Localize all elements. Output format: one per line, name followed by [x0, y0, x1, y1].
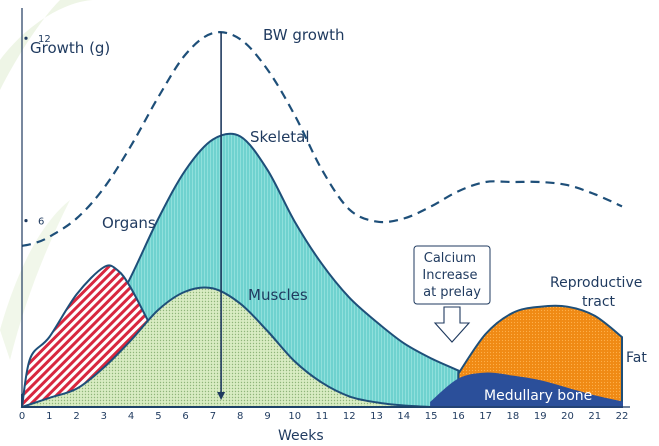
calcium-callout-line-1: Calcium	[424, 251, 476, 266]
x-tick-label: 3	[101, 411, 107, 422]
x-tick-label: 12	[343, 411, 356, 422]
x-tick-label: 7	[210, 411, 216, 422]
x-tick-label: 21	[588, 411, 601, 422]
y-tick-labels: 6 12	[24, 34, 51, 228]
y-tick-label: 12	[38, 34, 51, 45]
skeletal-label: Skeletal	[250, 128, 310, 146]
x-tick-label: 5	[155, 411, 161, 422]
medullary-bone-area	[430, 372, 623, 408]
reproductive-label-line-2: tract	[582, 294, 616, 310]
calcium-arrow-icon	[433, 306, 471, 343]
y-tick-bullet	[24, 36, 28, 40]
bw-growth-label: BW growth	[263, 26, 345, 44]
background-leaf	[0, 200, 70, 360]
background-leaf	[0, 0, 95, 90]
muscles-label: Muscles	[248, 286, 308, 304]
x-tick-label: 4	[128, 411, 134, 422]
y-tick-label: 6	[38, 217, 44, 228]
week-marker-arrowhead	[217, 392, 226, 400]
x-tick-label: 14	[397, 411, 410, 422]
x-tick-label: 9	[264, 411, 270, 422]
fat-label: Fat	[626, 350, 647, 366]
x-tick-label: 18	[507, 411, 520, 422]
reproductive-label: Reproductive tract	[550, 275, 647, 310]
y-tick-bullet	[24, 219, 28, 223]
calcium-callout-line-2: Increase	[422, 268, 477, 283]
x-tick-label: 15	[425, 411, 438, 422]
x-tick-label: 13	[370, 411, 383, 422]
x-tick-label: 1	[46, 411, 52, 422]
x-tick-label: 17	[479, 411, 492, 422]
calcium-callout-line-3: at prelay	[423, 285, 481, 300]
x-tick-labels: 0 1 2 3 4 5 6 7 8 9 10 11 12 13 14 15 16 17 18 19 20 21 22	[19, 411, 629, 422]
x-tick-label: 16	[452, 411, 465, 422]
x-tick-label: 20	[561, 411, 574, 422]
x-tick-label: 0	[19, 411, 25, 422]
medullary-bone-label: Medullary bone	[484, 388, 592, 404]
x-tick-label: 2	[73, 411, 79, 422]
x-tick-label: 8	[237, 411, 243, 422]
x-tick-label: 19	[534, 411, 547, 422]
muscles-area	[21, 286, 432, 408]
calcium-callout-text: Calcium Increase at prelay	[422, 251, 481, 300]
x-tick-label: 11	[316, 411, 329, 422]
reproductive-label-line-1: Reproductive	[550, 275, 642, 291]
x-axis-label: Weeks	[278, 428, 324, 444]
area-layer	[20, 132, 623, 408]
calcium-callout-box	[413, 245, 491, 305]
x-tick-label: 10	[288, 411, 301, 422]
y-axis-label: Growth (g)	[30, 39, 110, 57]
x-tick-label: 6	[182, 411, 188, 422]
organs-label: Organs	[102, 214, 156, 232]
x-tick-label: 22	[616, 411, 629, 422]
